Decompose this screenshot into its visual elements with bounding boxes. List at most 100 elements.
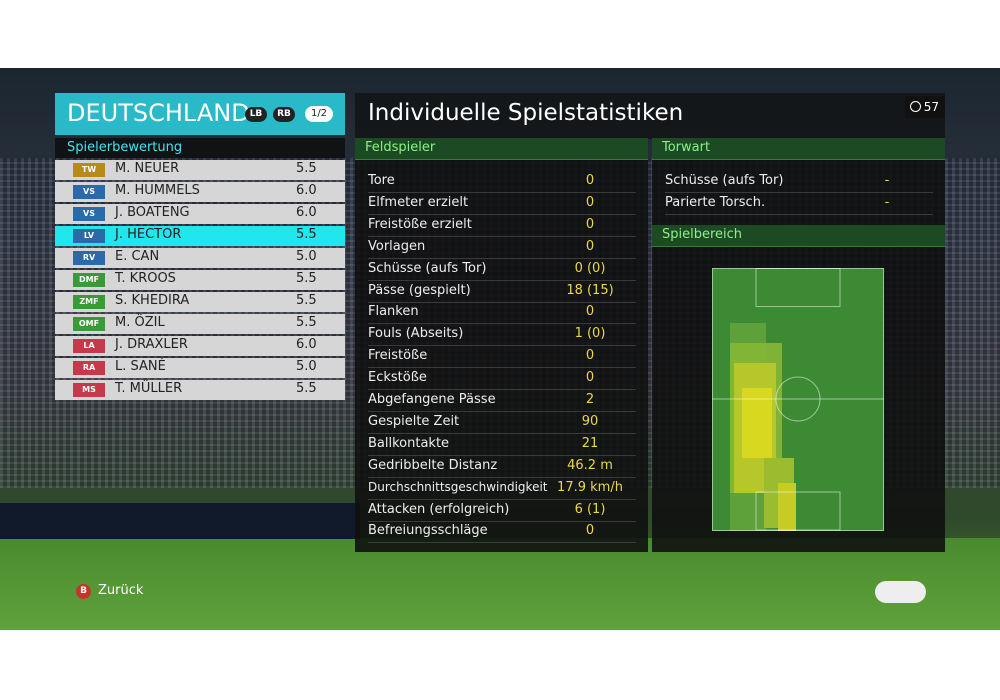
stat-row: Elfmeter erzielt 0 xyxy=(368,193,636,215)
position-badge: OMF xyxy=(73,317,105,331)
stat-row: Gedribbelte Distanz 46.2 m xyxy=(368,456,636,478)
stat-row: Freistöße 0 xyxy=(368,346,636,369)
player-rating: 5.5 xyxy=(296,271,317,286)
timer-value: 57 xyxy=(923,100,939,114)
player-name: J. DRAXLER xyxy=(115,337,188,352)
back-label[interactable]: Zurück xyxy=(98,583,144,598)
stat-value: 46.2 m xyxy=(567,457,613,473)
stat-label: Durchschnittsgeschwindigkeit xyxy=(368,479,548,494)
position-badge: RV xyxy=(73,251,105,265)
player-row[interactable]: RA L. SANÉ 5.0 xyxy=(55,358,345,378)
stat-value: 90 xyxy=(581,413,599,429)
player-row[interactable]: ZMF S. KHEDIRA 5.5 xyxy=(55,292,345,312)
player-rating: 5.5 xyxy=(296,315,317,330)
stat-value: 0 xyxy=(585,173,595,188)
title-bar xyxy=(355,93,945,139)
stat-row: Flanken 0 xyxy=(368,302,636,325)
player-row[interactable]: TW M. NEUER 5.5 xyxy=(55,160,345,180)
keeper-header: Torwart xyxy=(652,138,945,160)
player-row[interactable]: MS T. MÜLLER 5.5 xyxy=(55,380,345,400)
stat-row: Freistöße erzielt 0 xyxy=(368,215,636,237)
position-badge: RA xyxy=(73,361,105,375)
page-indicator: 1/2 xyxy=(305,106,333,122)
stat-label: Befreiungsschläge xyxy=(368,523,488,539)
lb-button[interactable]: LB xyxy=(245,107,267,122)
player-rating: 5.5 xyxy=(296,227,317,242)
player-name: M. HUMMELS xyxy=(115,183,200,198)
ad-board xyxy=(0,503,360,539)
player-name: E. CAN xyxy=(115,249,160,264)
b-button[interactable]: B xyxy=(76,584,91,599)
player-rating: 5.5 xyxy=(296,293,317,308)
stat-label: Parierte Torsch. xyxy=(665,194,766,210)
player-row[interactable]: OMF M. ÖZIL 5.5 xyxy=(55,314,345,334)
pitch xyxy=(0,538,1000,630)
stat-row: Abgefangene Pässe 2 xyxy=(368,390,636,412)
stat-label: Schüsse (aufs Tor) xyxy=(665,173,784,188)
stat-value: 17.9 km/h xyxy=(557,479,623,495)
player-rating: 5.5 xyxy=(296,381,317,396)
stat-row: Befreiungsschläge 0 xyxy=(368,521,636,544)
stat-label: Flanken xyxy=(368,304,419,320)
stat-value: 0 xyxy=(585,216,595,232)
player-row[interactable]: VS J. BOATENG 6.0 xyxy=(55,204,345,224)
position-badge: MS xyxy=(73,383,105,397)
stat-row: Attacken (erfolgreich) 6 (1) xyxy=(368,500,636,522)
ratings-header-bg xyxy=(55,138,345,158)
stat-value: 0 xyxy=(585,348,595,364)
stat-value: 2 xyxy=(585,392,595,407)
field-panel xyxy=(355,138,648,552)
player-row[interactable]: RV E. CAN 5.0 xyxy=(55,248,345,268)
stat-row: Durchschnittsgeschwindigkeit 17.9 km/h xyxy=(368,478,636,500)
chat-controls[interactable] xyxy=(875,581,926,603)
stat-label: Gedribbelte Distanz xyxy=(368,457,498,473)
position-badge: LA xyxy=(73,339,105,353)
position-badge: VS xyxy=(73,185,105,199)
player-rating: 6.0 xyxy=(296,337,317,352)
player-row[interactable]: VS M. HUMMELS 6.0 xyxy=(55,182,345,202)
stat-value: - xyxy=(884,194,890,210)
stage: DEUTSCHLAND LB RB 1/2 Spielerbewertung I… xyxy=(0,68,1000,630)
player-row[interactable]: DMF T. KROOS 5.5 xyxy=(55,270,345,290)
rb-button[interactable]: RB xyxy=(273,107,295,122)
stat-row: Schüsse (aufs Tor) 0 (0) xyxy=(368,259,636,281)
stat-row: Ballkontakte 21 xyxy=(368,434,636,456)
player-name: S. KHEDIRA xyxy=(115,293,190,308)
team-header: DEUTSCHLAND LB RB 1/2 xyxy=(55,93,345,135)
stat-label: Elfmeter erzielt xyxy=(368,194,469,210)
stat-value: 6 (1) xyxy=(574,501,606,517)
position-badge: VS xyxy=(73,207,105,221)
stat-label: Vorlagen xyxy=(368,238,426,254)
stat-row: Schüsse (aufs Tor) - xyxy=(665,171,933,193)
stat-label: Pässe (gespielt) xyxy=(368,282,471,298)
stat-value: 21 xyxy=(581,435,599,451)
stat-value: 1 (0) xyxy=(574,326,606,342)
player-rating: 5.5 xyxy=(296,161,317,176)
stat-label: Abgefangene Pässe xyxy=(368,392,496,407)
stat-label: Freistöße xyxy=(368,348,428,364)
player-rating: 5.0 xyxy=(296,249,317,264)
player-rating: 5.0 xyxy=(296,359,317,374)
position-badge: TW xyxy=(73,163,105,177)
player-rating: 6.0 xyxy=(296,205,317,220)
player-row[interactable]: LA J. DRAXLER 6.0 xyxy=(55,336,345,356)
ratings-title: Spielerbewertung xyxy=(67,140,183,155)
player-name: J. BOATENG xyxy=(115,205,190,220)
stat-label: Eckstöße xyxy=(368,370,427,386)
stat-label: Schüsse (aufs Tor) xyxy=(368,260,487,276)
stat-value: 0 (0) xyxy=(574,260,606,276)
stat-row: Vorlagen 0 xyxy=(368,237,636,259)
player-name: T. MÜLLER xyxy=(115,381,183,396)
stat-row: Eckstöße 0 xyxy=(368,368,636,391)
player-name: M. NEUER xyxy=(115,161,180,176)
stat-value: - xyxy=(884,173,890,188)
position-badge: LV xyxy=(73,229,105,243)
area-header: Spielbereich xyxy=(652,225,945,247)
stat-row: Parierte Torsch. - xyxy=(665,193,933,215)
player-row[interactable]: LV J. HECTOR 5.5 xyxy=(55,226,345,246)
stat-row: Gespielte Zeit 90 xyxy=(368,412,636,434)
stat-label: Gespielte Zeit xyxy=(368,413,460,429)
stat-label: Fouls (Abseits) xyxy=(368,326,464,342)
team-name: DEUTSCHLAND xyxy=(67,99,250,127)
